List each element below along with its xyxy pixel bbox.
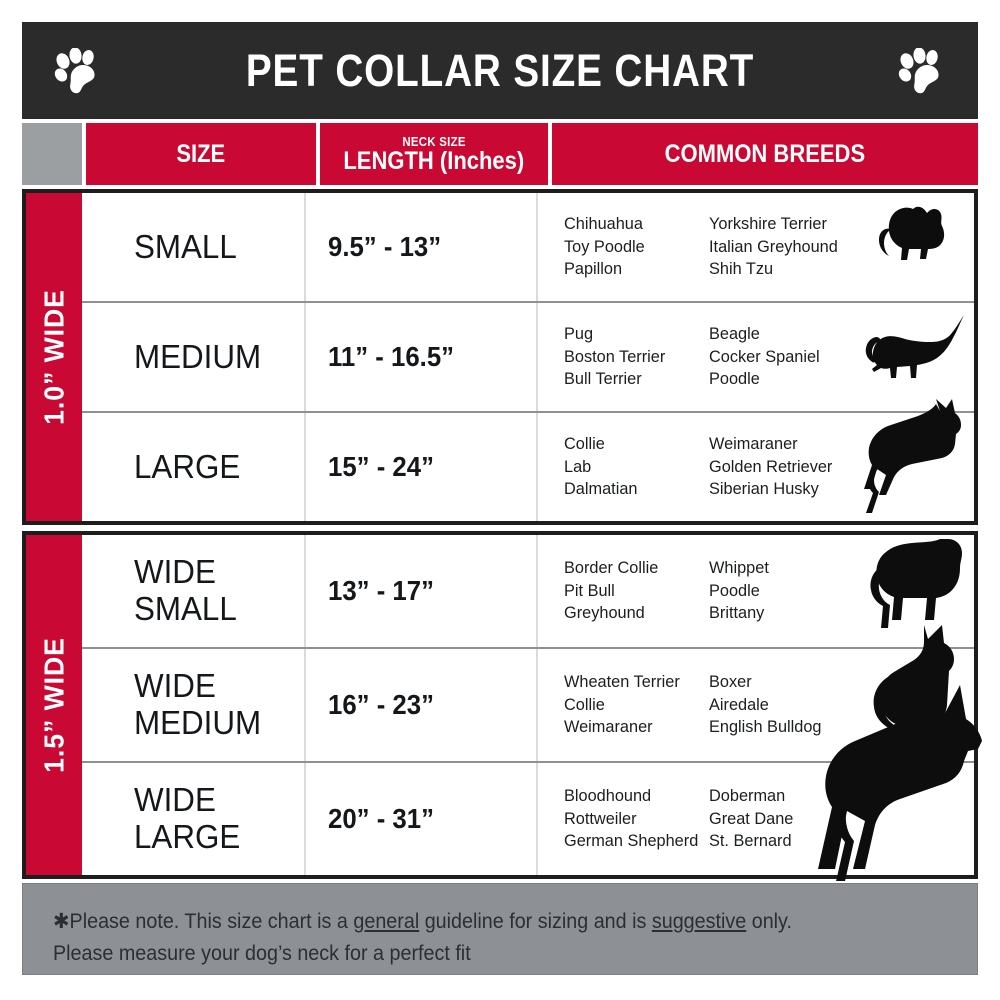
footer-underline-general: general: [353, 910, 420, 933]
cell-length: 20” - 31”: [304, 763, 536, 875]
shepherd-dog-silhouette: [864, 399, 961, 513]
column-header-breeds: COMMON BREEDS: [552, 123, 978, 185]
beagle-dog-silhouette: [865, 315, 964, 378]
table-row: MEDIUM 11” - 16.5” Pug Boston Terrier Bu…: [82, 303, 974, 413]
breeds-column-2: Doberman Great Dane St. Bernard: [709, 786, 794, 851]
cell-size: WIDE SMALL: [134, 553, 237, 627]
table-row: LARGE 15” - 24” Collie Lab Dalmatian Wei…: [82, 399, 974, 521]
table-row: SMALL 9.5” - 13” Chihuahua Toy Poodle Pa…: [82, 193, 974, 303]
footer-line-1: ✱Please note. This size chart is a gener…: [53, 910, 792, 933]
cell-size: MEDIUM: [134, 337, 262, 375]
cell-length: 16” - 23”: [304, 649, 536, 761]
footer-line-2: Please measure your dog’s neck for a per…: [53, 941, 471, 965]
cell-length: 15” - 24”: [304, 413, 536, 521]
paw-print-icon: [54, 48, 95, 94]
section-1-0-wide: 1.0” WIDE SMALL 9.5” - 13” Chihuahua Toy…: [22, 189, 978, 525]
breeds-column-1: Border Collie Pit Bull Greyhound: [564, 558, 659, 623]
section-1-5-wide: 1.5” WIDE WIDE SMALL 13” - 17” Border Co…: [22, 531, 978, 879]
breeds-column-2: Yorkshire Terrier Italian Greyhound Shih…: [709, 214, 838, 279]
table-row: WIDE MEDIUM 16” - 23” Wheaten Terrier Co…: [82, 625, 974, 763]
cell-length: 11” - 16.5”: [304, 303, 536, 411]
table-body: 1.0” WIDE SMALL 9.5” - 13” Chihuahua Toy…: [22, 189, 982, 881]
cell-breeds: Collie Lab Dalmatian Weimaraner Golden R…: [536, 399, 974, 521]
table-row: WIDE SMALL 13” - 17” Border Collie Pit B…: [82, 535, 974, 649]
table-header-row: SIZE NECK SIZE LENGTH (Inches) COMMON BR…: [22, 123, 978, 185]
section-band-label: 1.5” WIDE: [26, 535, 82, 875]
cell-size: WIDE LARGE: [134, 781, 241, 855]
cell-size: SMALL: [134, 227, 237, 265]
breeds-column-1: Wheaten Terrier Collie Weimaraner: [564, 672, 680, 737]
paw-print-icon: [898, 48, 939, 94]
cell-length: 9.5” - 13”: [304, 193, 536, 301]
cell-breeds: Border Collie Pit Bull Greyhound Whippet…: [536, 535, 974, 647]
footer-note: ✱Please note. This size chart is a gener…: [22, 883, 978, 975]
bulldog-silhouette: [870, 539, 962, 628]
cell-breeds: Chihuahua Toy Poodle Papillon Yorkshire …: [536, 193, 974, 301]
chart-header: PET COLLAR SIZE CHART: [22, 22, 978, 119]
section-band-label: 1.0” WIDE: [26, 193, 82, 521]
breeds-column-2: Beagle Cocker Spaniel Poodle: [709, 324, 820, 389]
breeds-column-1: Bloodhound Rottweiler German Shepherd: [564, 786, 699, 851]
column-header-length: NECK SIZE LENGTH (Inches): [320, 123, 548, 185]
cell-size: WIDE MEDIUM: [134, 667, 262, 741]
footer-underline-suggestive: suggestive: [651, 910, 747, 933]
breeds-column-2: Boxer Airedale English Bulldog: [709, 672, 822, 737]
column-header-length-main: LENGTH (Inches): [343, 146, 525, 175]
cell-breeds: Bloodhound Rottweiler German Shepherd Do…: [536, 763, 974, 875]
header-corner-cell: [22, 123, 82, 185]
breeds-column-2: Weimaraner Golden Retriever Siberian Hus…: [709, 434, 833, 499]
small-fluffy-dog-silhouette: [879, 206, 945, 260]
breeds-column-1: Chihuahua Toy Poodle Papillon: [564, 214, 645, 279]
cell-breeds: Wheaten Terrier Collie Weimaraner Boxer …: [536, 625, 974, 761]
page-title: PET COLLAR SIZE CHART: [245, 44, 755, 96]
pet-collar-size-chart: PET COLLAR SIZE CHART SIZE NECK SIZE LEN…: [22, 22, 982, 975]
cell-breeds: Pug Boston Terrier Bull Terrier Beagle C…: [536, 303, 974, 411]
column-header-size: SIZE: [86, 123, 316, 185]
breeds-column-1: Pug Boston Terrier Bull Terrier: [564, 324, 666, 389]
table-row: WIDE LARGE 20” - 31” Bloodhound Rottweil…: [82, 763, 974, 875]
breeds-column-2: Whippet Poodle Brittany: [709, 558, 769, 623]
cell-size: LARGE: [134, 447, 241, 485]
column-header-length-sub: NECK SIZE: [402, 133, 466, 149]
breeds-column-1: Collie Lab Dalmatian: [564, 434, 638, 499]
cell-length: 13” - 17”: [304, 535, 536, 647]
